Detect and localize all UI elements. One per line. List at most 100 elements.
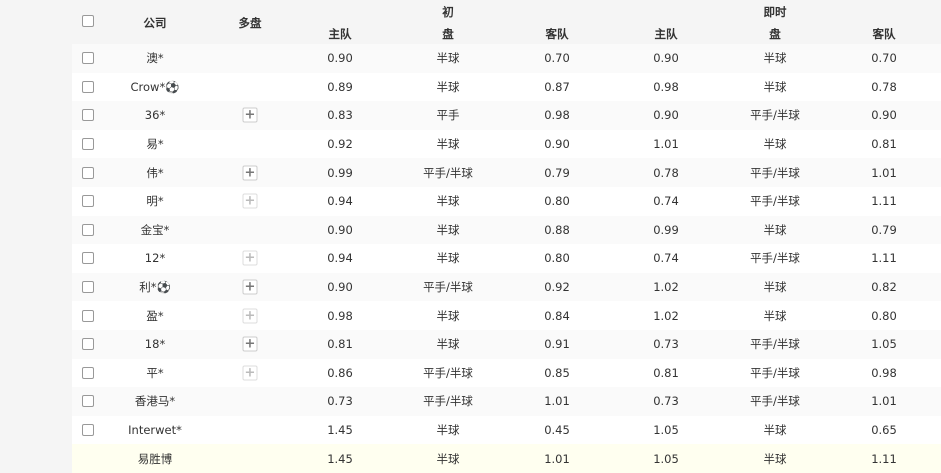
- cell-i-line: 半球: [436, 51, 460, 66]
- row-checkbox[interactable]: [82, 52, 94, 65]
- cell-l-line: 半球: [763, 308, 787, 323]
- cell-l-home: 0.90: [653, 51, 679, 66]
- row-checkbox[interactable]: [82, 223, 94, 236]
- cell-l-line: 平手/半球: [750, 108, 800, 123]
- cell-i-away: 0.80: [544, 251, 570, 266]
- cell-l-away: 0.90: [871, 108, 897, 123]
- expand-plus-icon[interactable]: +: [242, 193, 258, 209]
- cell-company: 12*: [144, 251, 166, 266]
- expand-plus-icon[interactable]: +: [242, 279, 258, 295]
- expand-plus-icon[interactable]: +: [242, 365, 258, 381]
- cell-i-home: 0.99: [327, 165, 353, 180]
- cell-i-line: 平手/半球: [423, 165, 473, 180]
- cell-l-away: 1.11: [871, 194, 897, 209]
- cell-i-home: 0.90: [327, 51, 353, 66]
- row-checkbox[interactable]: [82, 195, 94, 208]
- cell-l-away: 1.01: [871, 394, 897, 409]
- table-header: 公司 多盘 初 即时 主队 盘 客队 主队 盘 客队: [72, 0, 941, 44]
- cell-l-away: 0.78: [871, 79, 897, 94]
- select-all-checkbox[interactable]: [82, 15, 94, 27]
- cell-l-away: 1.05: [871, 337, 897, 352]
- odds-table: 公司 多盘 初 即时 主队 盘 客队 主队 盘 客队 澳* 0.90 半球 0.70 0…: [72, 0, 941, 473]
- cell-l-line: 平手/半球: [750, 337, 800, 352]
- cell-i-line: 半球: [436, 423, 460, 438]
- cell-company: 伟*: [146, 165, 164, 180]
- row-checkbox[interactable]: [82, 80, 94, 93]
- row-checkbox[interactable]: [82, 309, 94, 322]
- cell-i-line: 平手: [436, 108, 460, 123]
- cell-l-away: 0.80: [871, 308, 897, 323]
- header-live-away: 客队: [872, 27, 896, 41]
- cell-l-home: 1.02: [653, 280, 679, 295]
- cell-l-away: 0.65: [871, 423, 897, 438]
- cell-l-line: 平手/半球: [750, 194, 800, 209]
- cell-i-away: 0.70: [544, 51, 570, 66]
- cell-company: 36*: [144, 108, 166, 123]
- cell-l-away: 1.11: [871, 451, 897, 466]
- cell-l-home: 0.99: [653, 222, 679, 237]
- cell-l-away: 0.79: [871, 222, 897, 237]
- cell-company: 18*: [144, 337, 166, 352]
- cell-i-away: 0.88: [544, 222, 570, 237]
- cell-i-home: 0.92: [327, 137, 353, 152]
- header-live: 即时: [763, 5, 787, 19]
- table-row: + 平* 0.86 平手/半球 0.85 0.81 平手/半球 0.98: [72, 358, 941, 388]
- cell-company: 平*: [146, 365, 164, 380]
- cell-i-line: 半球: [436, 137, 460, 152]
- cell-company: 利*⚽: [139, 280, 171, 295]
- header-company: 公司: [143, 16, 167, 30]
- cell-i-line: 平手/半球: [423, 280, 473, 295]
- header-initial-home: 主队: [328, 27, 352, 41]
- cell-i-home: 0.98: [327, 308, 353, 323]
- cell-l-line: 半球: [763, 280, 787, 295]
- cell-l-line: 半球: [763, 423, 787, 438]
- cell-i-home: 0.94: [327, 194, 353, 209]
- expand-plus-icon[interactable]: +: [242, 107, 258, 123]
- table-row: + 利*⚽ 0.90 平手/半球 0.92 1.02 半球 0.82: [72, 272, 941, 302]
- cell-company: 明*: [146, 194, 164, 209]
- row-checkbox[interactable]: [82, 109, 94, 122]
- expand-plus-icon[interactable]: +: [242, 165, 258, 181]
- cell-l-line: 平手/半球: [750, 165, 800, 180]
- cell-i-away: 0.91: [544, 337, 570, 352]
- expand-plus-icon[interactable]: +: [242, 336, 258, 352]
- header-initial-away: 客队: [545, 27, 569, 41]
- table-row: +12* 0.94 半球 0.80 0.74 平手/半球 1.11: [72, 244, 941, 273]
- cell-i-line: 半球: [436, 251, 460, 266]
- header-live-home: 主队: [654, 27, 678, 41]
- table-row: Crow*⚽ 0.89 半球 0.87 0.98 半球 0.78: [72, 72, 941, 102]
- row-checkbox[interactable]: [82, 138, 94, 151]
- cell-i-away: 0.90: [544, 137, 570, 152]
- cell-l-away: 1.11: [871, 251, 897, 266]
- cell-i-away: 0.98: [544, 108, 570, 123]
- cell-i-home: 0.73: [327, 394, 353, 409]
- row-checkbox[interactable]: [82, 338, 94, 351]
- table-row: 香港马* 0.73 平手/半球 1.01 0.73 平手/半球 1.01: [72, 387, 941, 416]
- row-checkbox[interactable]: [82, 252, 94, 265]
- header-initial: 初: [442, 5, 454, 19]
- cell-i-home: 0.81: [327, 337, 353, 352]
- row-checkbox[interactable]: [82, 366, 94, 379]
- cell-company: 香港马*: [134, 394, 176, 409]
- cell-l-line: 平手/半球: [750, 251, 800, 266]
- row-checkbox[interactable]: [82, 166, 94, 179]
- cell-i-away: 1.01: [544, 451, 570, 466]
- cell-company: 易*: [146, 137, 164, 152]
- cell-i-line: 半球: [436, 194, 460, 209]
- row-checkbox[interactable]: [82, 395, 94, 408]
- cell-l-home: 1.05: [653, 451, 679, 466]
- cell-i-home: 1.45: [327, 423, 353, 438]
- table-row: + 伟* 0.99 平手/半球 0.79 0.78 平手/半球 1.01: [72, 158, 941, 187]
- cell-i-away: 0.45: [544, 423, 570, 438]
- expand-plus-icon[interactable]: +: [242, 308, 258, 324]
- row-checkbox[interactable]: [82, 281, 94, 294]
- table-row: Interwet* 1.45 半球 0.45 1.05 半球 0.65: [72, 415, 941, 445]
- cell-i-line: 平手/半球: [423, 365, 473, 380]
- row-checkbox[interactable]: [82, 424, 94, 437]
- cell-i-line: 半球: [436, 308, 460, 323]
- cell-company: Crow*⚽: [130, 79, 180, 94]
- expand-plus-icon[interactable]: +: [242, 250, 258, 266]
- cell-l-home: 0.74: [653, 194, 679, 209]
- cell-l-line: 半球: [763, 137, 787, 152]
- cell-i-line: 半球: [436, 337, 460, 352]
